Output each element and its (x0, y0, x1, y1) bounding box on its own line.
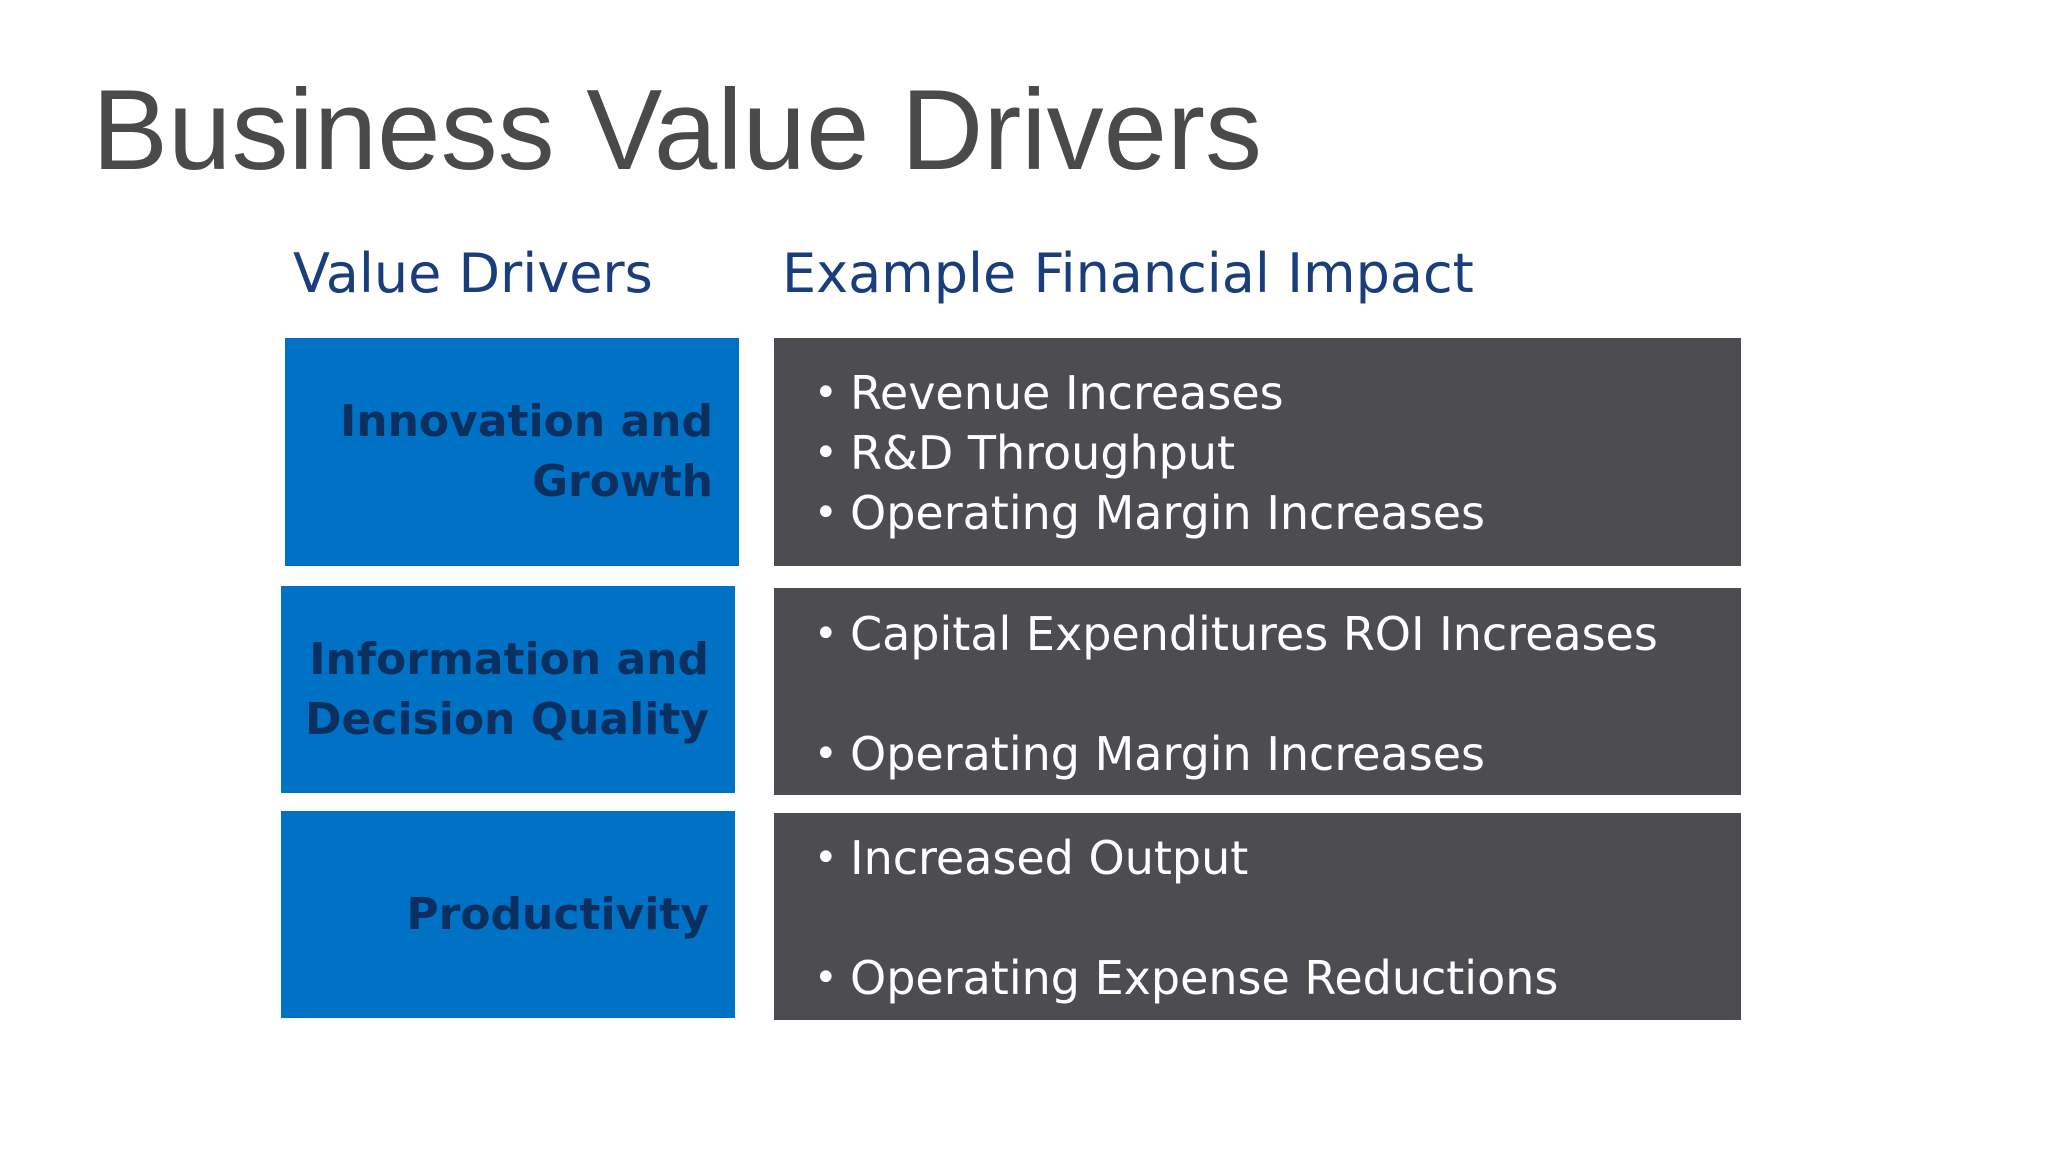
financial-impact-header: Example Financial Impact (782, 242, 1474, 305)
driver-label: Information and Decision Quality (305, 633, 709, 745)
driver-box-information: Information and Decision Quality (281, 586, 735, 793)
impact-bullet: • Revenue Increases (814, 363, 1284, 423)
driver-label: Productivity (406, 888, 709, 940)
impact-bullet: • Increased Output (814, 828, 1248, 888)
value-drivers-header: Value Drivers (293, 242, 653, 305)
driver-box-innovation: Innovation and Growth (285, 338, 739, 566)
driver-label: Innovation and Growth (339, 396, 713, 507)
impact-bullet: • Operating Margin Increases (814, 483, 1485, 543)
impact-bullet: • Operating Margin Increases (814, 724, 1485, 784)
impact-text: Capital Expenditures ROI Increases (850, 607, 1658, 661)
impact-box-information: • Capital Expenditures ROI Increases • O… (774, 588, 1741, 795)
bullet-dot: • (814, 370, 838, 416)
impact-text: Increased Output (850, 831, 1249, 885)
impact-text: Revenue Increases (850, 366, 1284, 420)
impact-text: Operating Margin Increases (850, 486, 1485, 540)
bullet-dot: • (814, 490, 838, 536)
impact-bullet: • R&D Throughput (814, 423, 1235, 483)
slide-title: Business Value Drivers (92, 67, 1263, 194)
bullet-dot: • (814, 835, 838, 881)
impact-box-innovation: • Revenue Increases • R&D Throughput • O… (774, 338, 1741, 566)
bullet-dot: • (814, 611, 838, 657)
impact-bullet: • Capital Expenditures ROI Increases (814, 604, 1658, 664)
impact-bullet: • Operating Expense Reductions (814, 948, 1558, 1008)
bullet-dot: • (814, 430, 838, 476)
impact-text: Operating Expense Reductions (850, 951, 1559, 1005)
bullet-dot: • (814, 955, 838, 1001)
bullet-dot: • (814, 731, 838, 777)
driver-box-productivity: Productivity (281, 811, 735, 1018)
impact-box-productivity: • Increased Output • Operating Expense R… (774, 813, 1741, 1020)
impact-text: Operating Margin Increases (850, 727, 1485, 781)
impact-text: R&D Throughput (850, 426, 1236, 480)
